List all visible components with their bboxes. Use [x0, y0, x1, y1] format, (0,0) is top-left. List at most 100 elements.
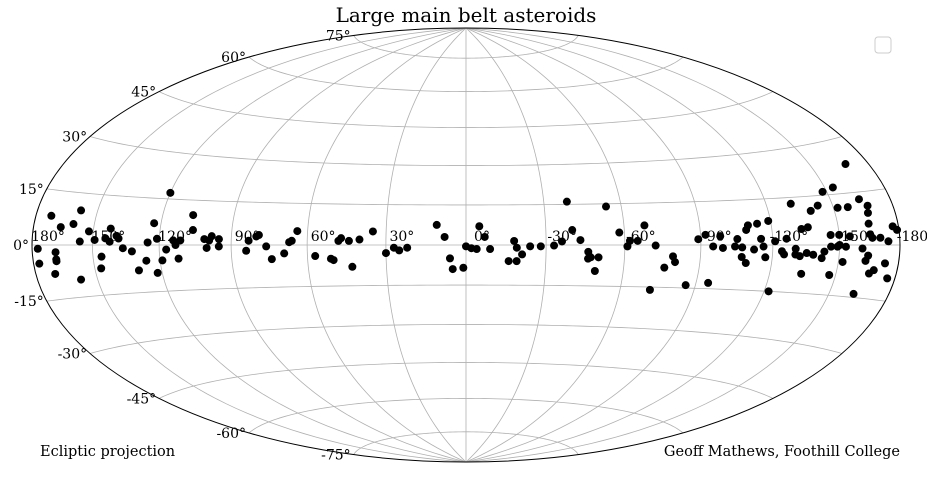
asteroid-point [480, 232, 489, 241]
asteroid-point [771, 237, 780, 246]
asteroid-point [716, 232, 725, 241]
lon-tick-label: 60° [311, 229, 336, 245]
asteroid-point [625, 236, 634, 245]
asteroid-point [757, 234, 766, 243]
asteroid-point [510, 236, 519, 245]
asteroid-point [640, 221, 649, 230]
lat-tick-label: 0° [13, 238, 29, 254]
lon-tick-label: -30° [547, 229, 577, 245]
asteroid-point [69, 220, 78, 229]
asteroid-point [35, 259, 44, 268]
asteroid-point [77, 206, 86, 215]
asteroid-points [33, 160, 902, 298]
asteroid-point [118, 244, 127, 253]
asteroid-point [550, 241, 559, 250]
asteroid-point [786, 199, 795, 208]
asteroid-point [741, 259, 750, 268]
asteroid-point [558, 237, 566, 246]
map-frame [31, 27, 901, 463]
asteroid-point [681, 281, 690, 290]
asteroid-point [134, 266, 143, 275]
asteroid-point [743, 221, 752, 230]
asteroid-point [244, 236, 253, 245]
asteroid-point [820, 247, 829, 256]
annotation-left: Ecliptic projection [40, 444, 175, 460]
legend-box [874, 36, 892, 54]
asteroid-point [858, 244, 867, 253]
asteroid-point [750, 245, 759, 254]
asteroid-point [262, 242, 271, 251]
asteroid-point [254, 231, 263, 240]
lon-tick-label: -150° [836, 229, 874, 245]
asteroid-point [512, 243, 521, 252]
asteroid-point [337, 234, 346, 243]
annotation-right: Geoff Mathews, Foothill College [664, 444, 900, 460]
asteroid-point [562, 197, 571, 206]
asteroid-point [176, 236, 185, 245]
asteroid-point [586, 253, 595, 262]
asteroid-point [782, 234, 791, 243]
asteroid-point [152, 234, 161, 243]
asteroid-point [329, 256, 338, 265]
asteroid-point [645, 285, 654, 294]
asteroid-point [202, 243, 211, 252]
asteroid-point [854, 195, 863, 204]
asteroid-point [504, 257, 513, 266]
asteroid-point [445, 254, 454, 263]
asteroid-point [701, 230, 710, 239]
asteroid-point [828, 183, 837, 192]
asteroid-point [849, 289, 858, 298]
asteroid-point [863, 208, 872, 217]
asteroid-point [660, 263, 669, 272]
asteroid-point [835, 230, 844, 239]
asteroid-point [797, 269, 806, 278]
asteroid-point [403, 243, 412, 252]
lat-tick-label: -75° [321, 448, 351, 464]
parallel-line [46, 188, 886, 206]
asteroid-point [803, 223, 812, 232]
asteroid-point [207, 232, 216, 241]
asteroid-point [97, 264, 106, 273]
parallel-line [158, 362, 774, 399]
asteroid-point [127, 247, 136, 256]
asteroid-point [440, 232, 449, 241]
asteroid-point [753, 219, 762, 228]
asteroid-point [143, 238, 152, 247]
asteroid-point [795, 252, 804, 261]
lon-tick-label: 30° [389, 229, 414, 245]
asteroid-point [893, 225, 902, 234]
asteroid-point [731, 242, 740, 251]
asteroid-point [47, 211, 56, 220]
asteroid-point [33, 244, 42, 253]
asteroid-point [142, 256, 151, 265]
asteroid-point [864, 219, 873, 228]
asteroid-point [826, 231, 835, 240]
asteroid-point [348, 262, 357, 271]
asteroid-point [761, 253, 770, 262]
asteroid-point [764, 287, 773, 296]
asteroid-point [884, 237, 893, 246]
asteroid-point [311, 252, 320, 261]
lon-tick-label: 120° [158, 229, 192, 245]
asteroid-point [448, 265, 457, 274]
asteroid-point [189, 211, 198, 220]
asteroid-point [738, 243, 747, 252]
lon-tick-label: 0° [474, 229, 490, 245]
lat-tick-label: 45° [131, 85, 156, 101]
asteroid-point [75, 237, 84, 246]
asteroid-point [764, 216, 773, 225]
asteroid-point [344, 236, 353, 245]
asteroid-point [841, 242, 850, 251]
asteroid-point [242, 246, 251, 255]
asteroid-point [869, 266, 878, 275]
asteroid-point [880, 259, 889, 268]
asteroid-point [868, 233, 877, 242]
asteroid-point [162, 245, 171, 254]
asteroid-point [841, 160, 850, 169]
asteroid-point [472, 245, 481, 254]
parallel-line [90, 136, 842, 166]
asteroid-point [817, 254, 826, 263]
asteroid-point [97, 252, 106, 261]
asteroid-point [845, 232, 854, 241]
